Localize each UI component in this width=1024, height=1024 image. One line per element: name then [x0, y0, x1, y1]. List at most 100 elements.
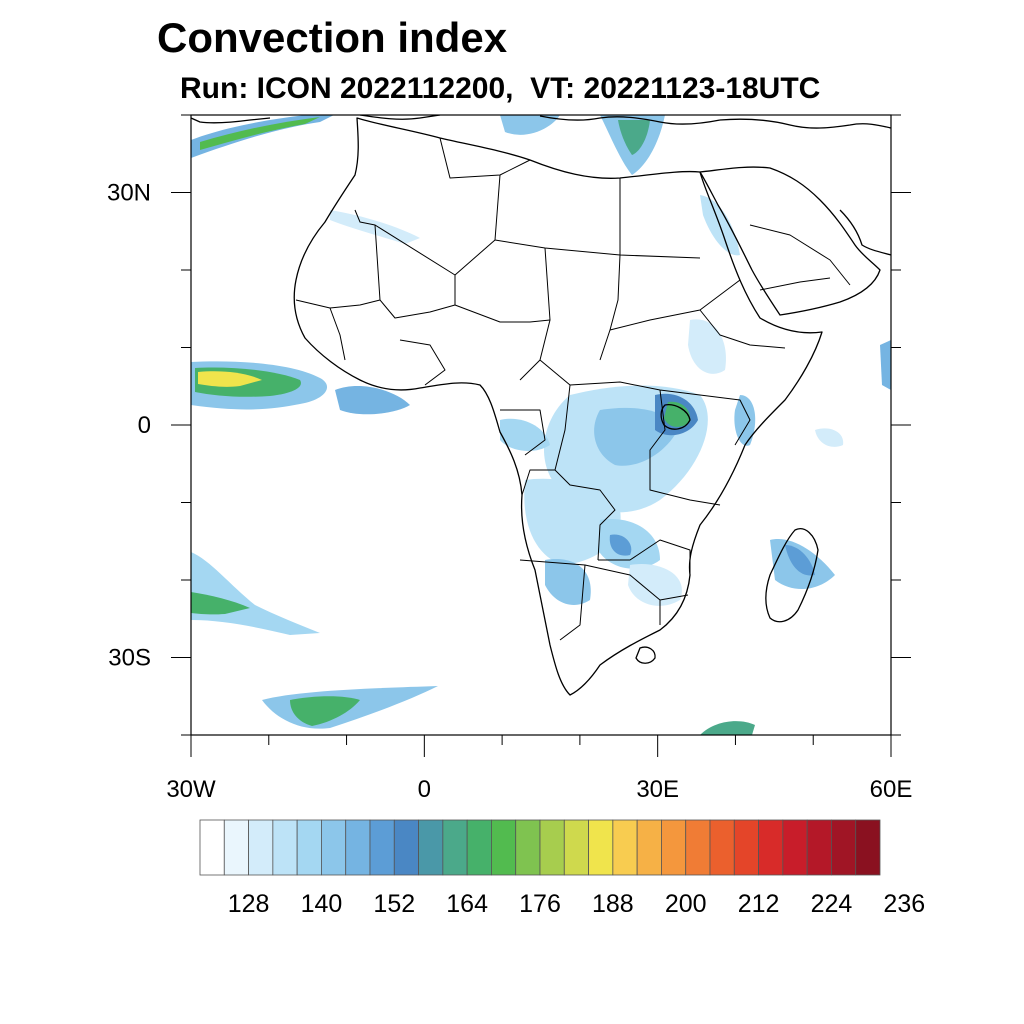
chart-subtitle: Run: ICON 2022112200, VT: 20221123-18UTC	[180, 72, 821, 105]
convection-area	[618, 120, 650, 155]
colorbar-swatch	[296, 819, 322, 876]
country-border	[500, 409, 546, 456]
colorbar-swatch	[321, 819, 347, 876]
convection-area	[500, 115, 560, 135]
coastlines	[191, 115, 891, 696]
lat-tick-label: 0	[138, 412, 151, 439]
colorbar: 128 140 152 164 176 188 200 212 224 236	[199, 819, 925, 918]
colorbar-swatch	[758, 819, 784, 876]
lon-tick-label: 0	[418, 776, 431, 803]
colorbar-swatch	[345, 819, 371, 876]
colorbar-swatch	[199, 819, 225, 876]
convection-area	[664, 401, 691, 427]
lat-tick-label: 30N	[107, 180, 151, 207]
convection-area	[545, 559, 591, 605]
lake-victoria	[660, 404, 691, 430]
convection-area	[734, 395, 756, 446]
colorbar-label: 164	[446, 890, 488, 918]
persian-gulf-coastline	[839, 209, 891, 256]
colorbar-label: 200	[665, 890, 707, 918]
colorbar-label: 152	[373, 890, 415, 918]
convection-area	[524, 478, 621, 565]
colorbar-swatch	[563, 819, 589, 876]
colorbar-swatch	[223, 819, 249, 876]
lon-tick-label: 30W	[166, 776, 216, 803]
convection-area	[191, 552, 320, 635]
convection-area	[200, 117, 320, 150]
lon-tick-label: 60E	[870, 776, 913, 803]
colorbar-swatch	[248, 819, 274, 876]
convection-area	[700, 721, 755, 735]
convection-area	[500, 418, 550, 452]
country-border	[539, 359, 701, 396]
colorbar-label: 188	[592, 890, 634, 918]
colorbar-swatch	[831, 819, 857, 876]
convection-area	[198, 371, 262, 387]
madagascar-coastline	[765, 528, 819, 623]
ocean-background	[191, 115, 891, 735]
colorbar-swatch	[418, 819, 444, 876]
colorbar-swatch	[588, 819, 614, 876]
country-border	[649, 389, 721, 506]
colorbar-swatch	[393, 819, 419, 876]
colorbar-label: 236	[883, 890, 925, 918]
colorbar-swatch	[491, 819, 517, 876]
country-border	[749, 224, 851, 286]
colorbar-swatch	[515, 819, 541, 876]
colorbar-swatch	[272, 819, 298, 876]
country-border	[699, 394, 751, 446]
convection-area	[880, 340, 891, 390]
colorbar-swatch	[466, 819, 492, 876]
colorbar-swatch	[806, 819, 832, 876]
country-border	[399, 339, 446, 386]
country-border	[439, 137, 531, 179]
convection-area	[335, 385, 410, 415]
europe-coastline	[359, 115, 441, 120]
colorbar-label: 212	[738, 890, 780, 918]
country-border	[519, 247, 551, 381]
country-border	[379, 275, 456, 319]
map-panel	[191, 115, 891, 735]
convection-area	[785, 545, 815, 576]
country-borders	[295, 137, 851, 641]
country-border	[519, 559, 586, 641]
country-border	[599, 178, 621, 361]
country-border	[554, 469, 616, 561]
arabia-coastline	[699, 166, 881, 316]
convection-area	[609, 534, 632, 556]
convection-area	[191, 115, 334, 158]
middle-east-coastline	[719, 118, 891, 129]
country-border	[759, 277, 831, 291]
colorbar-label: 140	[301, 890, 343, 918]
colorbar-swatch	[855, 819, 881, 876]
country-border	[329, 307, 346, 361]
convection-area	[628, 564, 682, 606]
chart-title: Convection index	[157, 14, 508, 61]
country-border	[699, 309, 786, 349]
country-border	[598, 539, 691, 575]
colorbar-swatch	[442, 819, 468, 876]
colorbar-label: 176	[519, 890, 561, 918]
colorbar-swatch	[661, 819, 687, 876]
lesotho-border	[635, 646, 656, 664]
colorbar-swatch	[612, 819, 638, 876]
colorbar-swatch	[709, 819, 735, 876]
colorbar-label: 224	[811, 890, 853, 918]
colorbar-swatch	[782, 819, 808, 876]
country-border	[659, 594, 689, 601]
colorbar-swatch	[539, 819, 565, 876]
colorbar-swatch	[733, 819, 759, 876]
convection-area	[815, 428, 844, 447]
europe-coastline	[539, 115, 721, 125]
convection-field	[191, 115, 891, 735]
colorbar-swatch	[636, 819, 662, 876]
map-axes: 30N 0 30S 30W 0 30E 60E	[107, 114, 913, 803]
convection-area	[688, 319, 726, 374]
colorbar-swatch	[685, 819, 711, 876]
country-border	[584, 564, 661, 625]
lon-tick-label: 30E	[636, 776, 679, 803]
europe-coastline	[191, 117, 271, 124]
country-border	[454, 304, 551, 323]
colorbar-swatch	[369, 819, 395, 876]
